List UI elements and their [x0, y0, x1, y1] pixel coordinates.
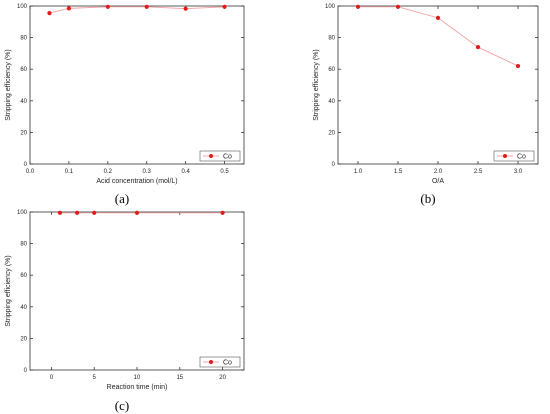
- data-point: [515, 63, 521, 69]
- plot-frame: [29, 211, 245, 371]
- plot-frame: [29, 5, 245, 165]
- y-tick-label: 80: [20, 242, 27, 248]
- y-tick-label: 0: [24, 162, 28, 168]
- legend-label: Co: [223, 154, 232, 161]
- x-axis-label: Reaction time (min): [107, 384, 168, 391]
- x-tick-label: 0.4: [181, 169, 190, 175]
- data-point: [355, 4, 361, 9]
- y-tick-label: 100: [17, 210, 28, 216]
- x-tick-label: 10: [134, 375, 141, 381]
- legend-label: Co: [223, 360, 232, 367]
- y-tick-label: 80: [328, 36, 335, 42]
- x-tick-label: 0.3: [143, 169, 152, 175]
- data-point: [66, 6, 72, 11]
- y-axis-label: Stripping efficiency (%): [5, 49, 12, 120]
- panel-label: (a): [115, 191, 129, 206]
- data-point: [183, 6, 188, 11]
- x-tick-label: 5: [93, 375, 97, 381]
- y-tick-label: 20: [20, 130, 27, 136]
- x-tick-label: 0.5: [220, 169, 229, 175]
- legend-marker: [503, 154, 507, 158]
- x-tick-label: 1.0: [354, 169, 363, 175]
- legend-label: Co: [517, 154, 526, 161]
- data-point: [74, 210, 80, 215]
- y-axis-label: Stripping efficiency (%): [313, 49, 320, 120]
- legend-marker: [209, 154, 213, 158]
- legend-box: [199, 356, 241, 368]
- x-tick-label: 15: [176, 375, 183, 381]
- x-axis-label: Acid concentration (mol/L): [96, 178, 177, 185]
- y-tick-label: 60: [20, 273, 27, 279]
- chart-panel-2: 0 20 40 60 80 100 1.0 1.5 2.0 2.5 3.0 O/A Stripping …: [313, 4, 539, 206]
- x-tick-label: 2.5: [474, 169, 483, 175]
- series-line: [358, 6, 519, 67]
- plot-frame: [337, 5, 539, 165]
- data-point: [475, 44, 481, 50]
- chart-panel-1: 0 20 40 60 80 100 0.0 0.1 0.2 0.3 0.4 0.5 Acid conce…: [5, 4, 245, 206]
- x-tick-label: 1.5: [394, 169, 403, 175]
- y-tick-label: 40: [20, 305, 27, 311]
- data-point: [220, 210, 225, 215]
- y-tick-label: 60: [328, 67, 335, 73]
- y-tick-label: 80: [20, 36, 27, 42]
- data-point: [47, 11, 52, 16]
- series-line: [49, 6, 225, 14]
- panel-label: (c): [115, 398, 129, 413]
- data-point: [57, 210, 63, 215]
- y-tick-label: 0: [332, 162, 336, 168]
- y-tick-label: 40: [20, 99, 27, 105]
- x-axis-label: O/A: [432, 178, 444, 185]
- data-point: [435, 15, 441, 20]
- x-tick-label: 20: [219, 375, 226, 381]
- data-point: [144, 4, 149, 9]
- y-tick-label: 60: [20, 67, 27, 73]
- y-tick-label: 20: [20, 336, 27, 342]
- data-point: [92, 210, 97, 215]
- x-tick-label: 0.1: [65, 169, 74, 175]
- legend-marker: [209, 360, 213, 364]
- y-tick-label: 100: [325, 4, 336, 10]
- data-point: [134, 210, 140, 215]
- data-point: [105, 4, 110, 9]
- x-tick-label: 0.2: [104, 169, 113, 175]
- data-point: [222, 4, 227, 9]
- chart-panel-3: 0 20 40 60 80 100 0 5 10 15 20 Reaction time (min) S…: [5, 210, 245, 413]
- y-tick-label: 40: [328, 99, 335, 105]
- panel-label: (b): [420, 191, 435, 206]
- y-axis-label: Stripping efficiency (%): [5, 255, 12, 326]
- x-tick-label: 0: [50, 375, 54, 381]
- data-point: [395, 4, 401, 9]
- x-tick-label: 3.0: [514, 169, 523, 175]
- x-tick-label: 2.0: [434, 169, 443, 175]
- legend-box: [493, 150, 535, 162]
- y-tick-label: 20: [328, 130, 335, 136]
- y-tick-label: 0: [24, 368, 28, 374]
- x-tick-label: 0.0: [26, 169, 35, 175]
- legend-box: [199, 150, 241, 162]
- y-tick-label: 100: [17, 4, 28, 10]
